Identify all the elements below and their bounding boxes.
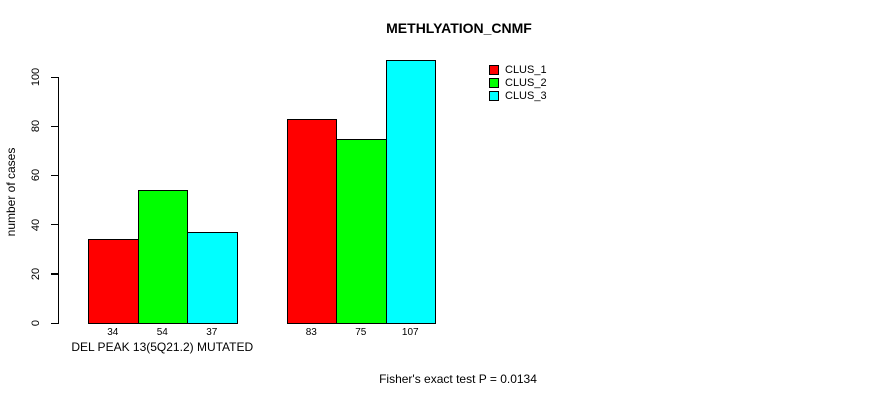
y-axis-tick: [51, 273, 58, 275]
y-axis-tick: [51, 224, 58, 226]
bar-clus_1-group2: [286, 118, 337, 324]
y-axis-tick-label: 80: [30, 120, 42, 133]
bar-clus_3-group2: [385, 59, 436, 324]
bar-value-label: 75: [355, 327, 367, 338]
legend-label: CLUS_2: [505, 76, 547, 89]
bar-clus_3-group1: [187, 231, 238, 324]
legend-item-clus_2: CLUS_2: [489, 76, 547, 89]
bar-value-label: 83: [305, 327, 317, 338]
y-axis-tick-label: 20: [30, 267, 42, 280]
bar-value-label: 107: [401, 327, 419, 338]
y-axis-tick-label: 100: [30, 67, 42, 87]
y-axis-tick: [51, 174, 58, 177]
y-axis-line: [58, 77, 60, 324]
x-axis-group-label: DEL PEAK 13(5Q21.2) MUTATED: [71, 340, 254, 354]
y-axis-tick-label: 0: [30, 319, 42, 327]
legend-color-swatch: [489, 77, 499, 88]
legend: CLUS_1 CLUS_2 CLUS_3: [489, 63, 547, 102]
y-axis-label: number of cases: [4, 147, 18, 237]
y-axis-tick: [51, 76, 58, 78]
legend-color-swatch: [489, 90, 499, 101]
legend-color-swatch: [489, 64, 499, 75]
y-axis-tick: [51, 322, 58, 324]
y-axis-tick-label: 60: [30, 169, 42, 182]
bar-clus_1-group1: [88, 239, 139, 324]
annotation-fisher-test: Fisher's exact test P = 0.0134: [379, 372, 537, 386]
legend-label: CLUS_1: [505, 63, 547, 76]
bar-value-label: 37: [206, 327, 218, 338]
y-axis-tick-label: 40: [30, 218, 42, 231]
y-axis-tick: [51, 125, 58, 128]
legend-item-clus_3: CLUS_3: [489, 89, 547, 102]
chart-title: METHLYATION_CNMF: [386, 20, 532, 36]
bar-value-label: 54: [156, 327, 168, 338]
bar-clus_2-group2: [336, 138, 387, 324]
legend-label: CLUS_3: [505, 89, 547, 102]
bar-value-label: 34: [107, 327, 119, 338]
bar-clus_2-group1: [137, 190, 188, 324]
legend-item-clus_1: CLUS_1: [489, 63, 547, 76]
